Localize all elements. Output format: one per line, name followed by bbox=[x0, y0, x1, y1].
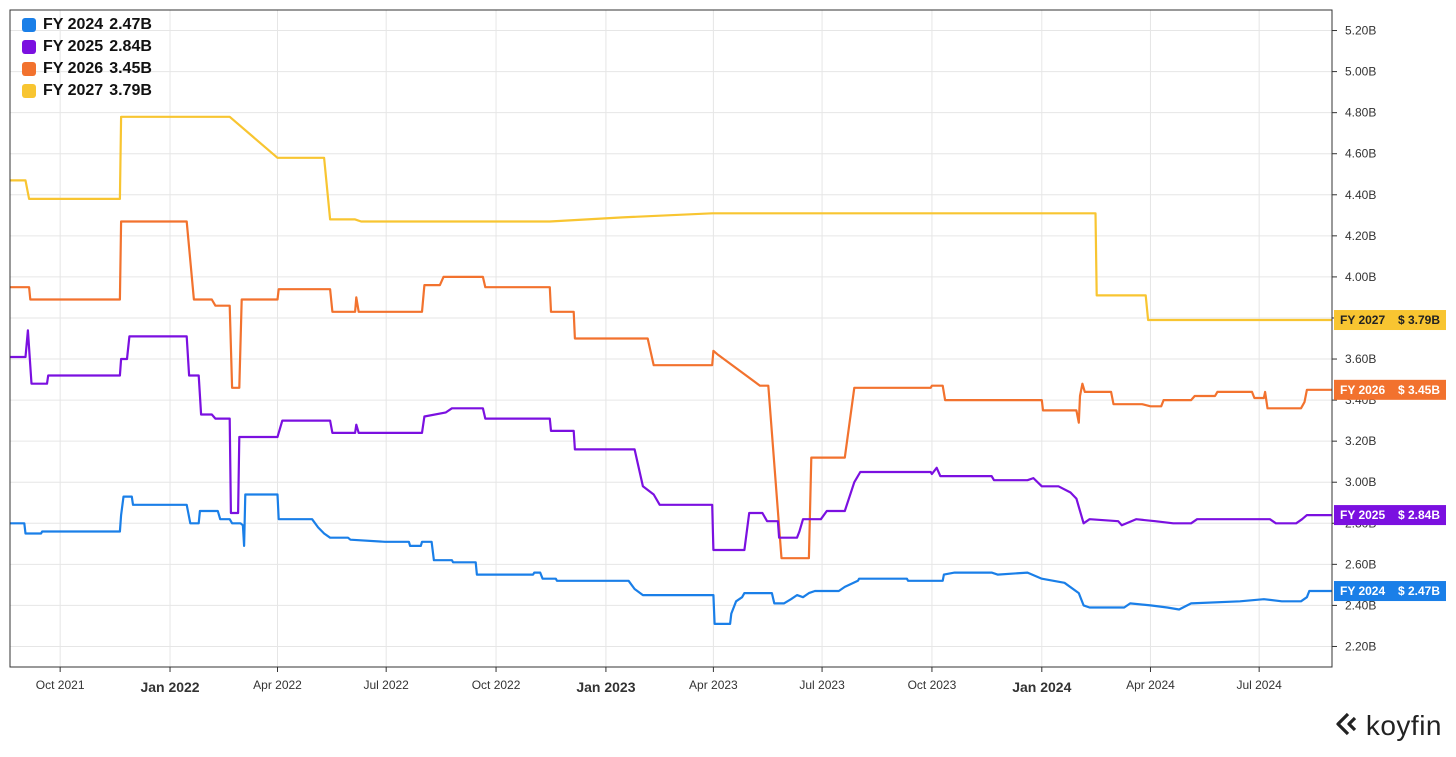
legend-swatch bbox=[22, 40, 36, 54]
value-tag-series: FY 2026 bbox=[1340, 383, 1385, 397]
legend-item-fy2026[interactable]: FY 2026 3.45B bbox=[22, 58, 152, 80]
value-tag-series: FY 2025 bbox=[1340, 508, 1385, 522]
legend-swatch bbox=[22, 62, 36, 76]
legend-series-name: FY 2027 bbox=[43, 82, 104, 99]
value-tag-fy2026: FY 2026 $ 3.45B bbox=[1334, 379, 1446, 400]
series-line-fy2027[interactable] bbox=[10, 115, 1332, 322]
x-tick-label: Oct 2021 bbox=[36, 678, 85, 692]
x-tick-label: Apr 2022 bbox=[253, 678, 302, 692]
x-tick-label: Jan 2022 bbox=[140, 679, 199, 695]
value-tag-fy2024: FY 2024 $ 2.47B bbox=[1334, 581, 1446, 602]
value-tag-fy2027: FY 2027 $ 3.79B bbox=[1334, 310, 1446, 331]
legend-series-value: 2.47B bbox=[109, 16, 152, 33]
series-line-fy2025[interactable] bbox=[10, 329, 1332, 552]
legend-series-name: FY 2025 bbox=[43, 38, 104, 55]
y-tick-label: 2.40B bbox=[1345, 598, 1376, 612]
y-axis: 2.20B2.40B2.60B2.80B3.00B3.20B3.40B3.60B… bbox=[1332, 24, 1376, 653]
series-line-fy2024[interactable] bbox=[10, 493, 1332, 626]
value-tag-value: $ 2.47B bbox=[1398, 584, 1440, 598]
y-tick-label: 3.20B bbox=[1345, 434, 1376, 448]
y-tick-label: 4.20B bbox=[1345, 229, 1376, 243]
legend-series-name: FY 2024 bbox=[43, 16, 104, 33]
brand-name: koyfin bbox=[1365, 710, 1442, 741]
value-tag-value: $ 3.45B bbox=[1398, 383, 1440, 397]
legend-series-name: FY 2026 bbox=[43, 60, 104, 77]
y-tick-label: 4.60B bbox=[1345, 147, 1376, 161]
y-tick-label: 4.80B bbox=[1345, 106, 1376, 120]
y-tick-label: 2.20B bbox=[1345, 639, 1376, 653]
y-tick-label: 5.00B bbox=[1345, 65, 1376, 79]
y-tick-label: 4.40B bbox=[1345, 188, 1376, 202]
legend: FY 2024 2.47B FY 2025 2.84B FY 2026 3.45… bbox=[22, 14, 152, 102]
legend-item-fy2025[interactable]: FY 2025 2.84B bbox=[22, 36, 152, 58]
legend-item-fy2024[interactable]: FY 2024 2.47B bbox=[22, 14, 152, 36]
value-tags: FY 2024 $ 2.47B FY 2025 $ 2.84B FY 2026 $ 3.4… bbox=[1334, 310, 1446, 602]
value-tag-value: $ 2.84B bbox=[1398, 508, 1440, 522]
legend-item-fy2027[interactable]: FY 2027 3.79B bbox=[22, 80, 152, 102]
x-tick-label: Jan 2023 bbox=[576, 679, 635, 695]
x-tick-label: Jul 2024 bbox=[1236, 678, 1282, 692]
series-line-fy2026[interactable] bbox=[10, 220, 1332, 560]
y-tick-label: 5.20B bbox=[1345, 24, 1376, 38]
y-tick-label: 2.60B bbox=[1345, 557, 1376, 571]
value-tag-background bbox=[1334, 581, 1446, 602]
value-tag-series: FY 2027 bbox=[1340, 313, 1385, 327]
legend-series-value: 3.79B bbox=[109, 82, 152, 99]
x-tick-label: Apr 2024 bbox=[1126, 678, 1175, 692]
legend-swatch bbox=[22, 18, 36, 32]
legend-series-value: 2.84B bbox=[109, 38, 152, 55]
value-tag-background bbox=[1334, 310, 1446, 331]
value-tag-background bbox=[1334, 505, 1446, 526]
value-tag-fy2025: FY 2025 $ 2.84B bbox=[1334, 505, 1446, 526]
y-tick-label: 3.60B bbox=[1345, 352, 1376, 366]
x-tick-label: Jul 2023 bbox=[799, 678, 845, 692]
value-tag-value: $ 3.79B bbox=[1398, 313, 1440, 327]
x-tick-label: Jul 2022 bbox=[363, 678, 409, 692]
koyfin-chevron-icon bbox=[1334, 711, 1360, 742]
y-tick-label: 4.00B bbox=[1345, 270, 1376, 284]
y-tick-label: 3.00B bbox=[1345, 475, 1376, 489]
legend-swatch bbox=[22, 84, 36, 98]
grid-layer bbox=[10, 10, 1332, 667]
x-axis: Oct 2021 Jan 2022 Apr 2022 Jul 2022 Oct 2022… bbox=[36, 667, 1282, 695]
value-tag-series: FY 2024 bbox=[1340, 584, 1385, 598]
x-tick-label: Jan 2024 bbox=[1012, 679, 1071, 695]
koyfin-logo[interactable]: koyfin bbox=[1334, 710, 1442, 742]
x-tick-label: Oct 2022 bbox=[472, 678, 521, 692]
series-layer bbox=[10, 115, 1332, 626]
x-tick-label: Oct 2023 bbox=[908, 678, 957, 692]
x-tick-label: Apr 2023 bbox=[689, 678, 738, 692]
value-tag-background bbox=[1334, 379, 1446, 400]
legend-series-value: 3.45B bbox=[109, 60, 152, 77]
plot-frame bbox=[9, 9, 1333, 668]
